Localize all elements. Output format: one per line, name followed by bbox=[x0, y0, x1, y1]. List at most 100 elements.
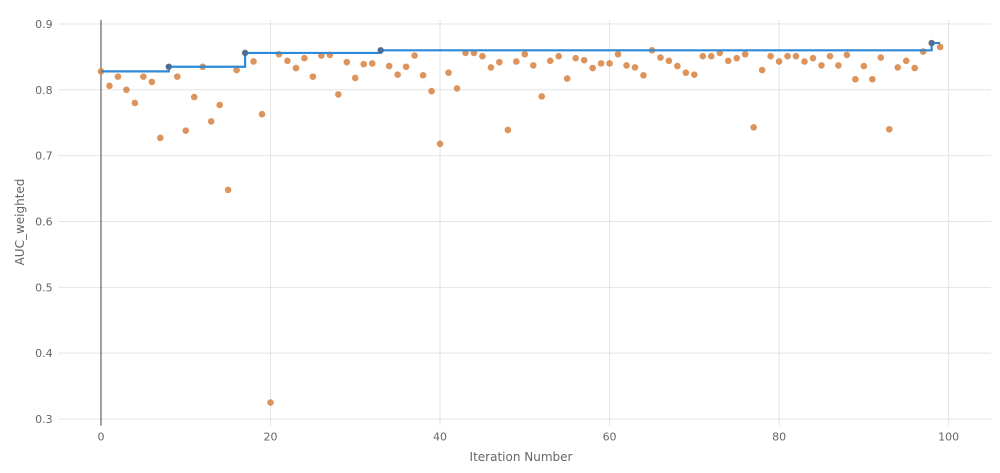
data-point bbox=[521, 50, 529, 58]
data-point bbox=[233, 66, 240, 74]
data-point bbox=[436, 140, 444, 148]
data-point bbox=[131, 99, 139, 107]
data-point bbox=[513, 58, 520, 65]
data-point bbox=[902, 57, 910, 65]
y-tick-label: 0.3 bbox=[35, 413, 53, 426]
data-point bbox=[368, 60, 376, 67]
data-point bbox=[580, 56, 588, 64]
data-point bbox=[572, 54, 579, 62]
data-point bbox=[173, 73, 181, 80]
data-point bbox=[809, 54, 817, 62]
data-point bbox=[826, 52, 834, 60]
data-point bbox=[852, 75, 859, 83]
best-point bbox=[242, 49, 249, 56]
y-tick-label: 0.8 bbox=[35, 84, 53, 97]
data-point bbox=[784, 52, 791, 60]
best-so-far-line bbox=[100, 41, 941, 73]
data-point bbox=[487, 64, 495, 71]
data-point bbox=[546, 57, 554, 65]
data-point bbox=[724, 57, 732, 65]
data-point bbox=[911, 64, 919, 72]
x-tick-label: 40 bbox=[433, 431, 447, 444]
data-point bbox=[504, 126, 512, 134]
data-point bbox=[869, 75, 876, 83]
data-point bbox=[343, 58, 351, 66]
data-point bbox=[97, 68, 105, 75]
data-point bbox=[614, 50, 622, 58]
data-point bbox=[674, 62, 681, 70]
data-point bbox=[775, 58, 783, 65]
data-point bbox=[792, 52, 800, 60]
data-point bbox=[360, 60, 368, 68]
data-point bbox=[445, 69, 452, 76]
x-tick-labels: 0 20 40 60 80 100 bbox=[97, 431, 959, 444]
x-tick-label: 20 bbox=[264, 431, 278, 444]
data-point bbox=[292, 64, 300, 72]
data-point bbox=[936, 43, 944, 51]
best-points bbox=[165, 40, 935, 70]
data-point bbox=[682, 69, 690, 76]
data-point bbox=[114, 73, 122, 80]
data-point bbox=[216, 101, 223, 109]
data-point bbox=[123, 86, 130, 94]
y-tick-label: 0.4 bbox=[35, 347, 53, 360]
data-point bbox=[258, 110, 266, 118]
x-tick-label: 80 bbox=[772, 431, 786, 444]
data-point bbox=[148, 78, 156, 86]
data-point bbox=[479, 52, 486, 60]
data-point bbox=[428, 87, 435, 95]
x-tick-label: 100 bbox=[938, 431, 959, 444]
data-point bbox=[351, 74, 359, 82]
data-point bbox=[597, 60, 605, 67]
data-point bbox=[182, 127, 190, 134]
x-axis-title: Iteration Number bbox=[470, 450, 573, 464]
data-point bbox=[767, 52, 774, 60]
y-axis-title: AUC_weighted bbox=[13, 179, 27, 266]
data-point bbox=[623, 62, 630, 69]
data-point bbox=[538, 93, 546, 100]
best-point bbox=[165, 63, 172, 70]
y-tick-label: 0.6 bbox=[35, 215, 53, 228]
data-point bbox=[877, 54, 885, 61]
grid-lines bbox=[58, 20, 991, 426]
data-point bbox=[801, 58, 808, 65]
data-point bbox=[606, 60, 613, 67]
data-point bbox=[453, 85, 461, 92]
data-point bbox=[301, 54, 308, 62]
data-point bbox=[758, 66, 766, 74]
data-point bbox=[750, 124, 757, 131]
data-point bbox=[402, 63, 410, 71]
data-point bbox=[657, 54, 664, 61]
data-point bbox=[250, 58, 257, 65]
data-point bbox=[835, 62, 842, 69]
best-point bbox=[928, 40, 935, 47]
data-point bbox=[335, 91, 342, 98]
data-point bbox=[699, 52, 707, 60]
data-point bbox=[640, 72, 647, 79]
data-point bbox=[885, 126, 893, 133]
data-point bbox=[691, 71, 698, 78]
data-point bbox=[106, 82, 113, 90]
data-point bbox=[224, 186, 232, 194]
data-point bbox=[284, 57, 291, 65]
data-points bbox=[97, 39, 944, 406]
data-point bbox=[860, 62, 868, 70]
y-tick-label: 0.7 bbox=[35, 150, 53, 163]
data-point bbox=[589, 64, 596, 72]
data-point bbox=[707, 52, 715, 60]
data-point bbox=[529, 62, 537, 69]
data-point bbox=[207, 118, 215, 125]
data-point bbox=[665, 57, 673, 65]
x-tick-label: 60 bbox=[603, 431, 617, 444]
data-point bbox=[385, 62, 393, 70]
data-point bbox=[894, 64, 902, 71]
data-point bbox=[419, 72, 427, 79]
y-tick-label: 0.5 bbox=[35, 281, 53, 294]
data-point bbox=[411, 52, 418, 59]
data-point bbox=[741, 50, 749, 58]
data-point bbox=[818, 62, 825, 69]
data-point bbox=[563, 75, 571, 82]
best-point bbox=[377, 47, 384, 54]
y-tick-labels: 0.3 0.4 0.5 0.6 0.7 0.8 0.9 bbox=[35, 18, 53, 426]
